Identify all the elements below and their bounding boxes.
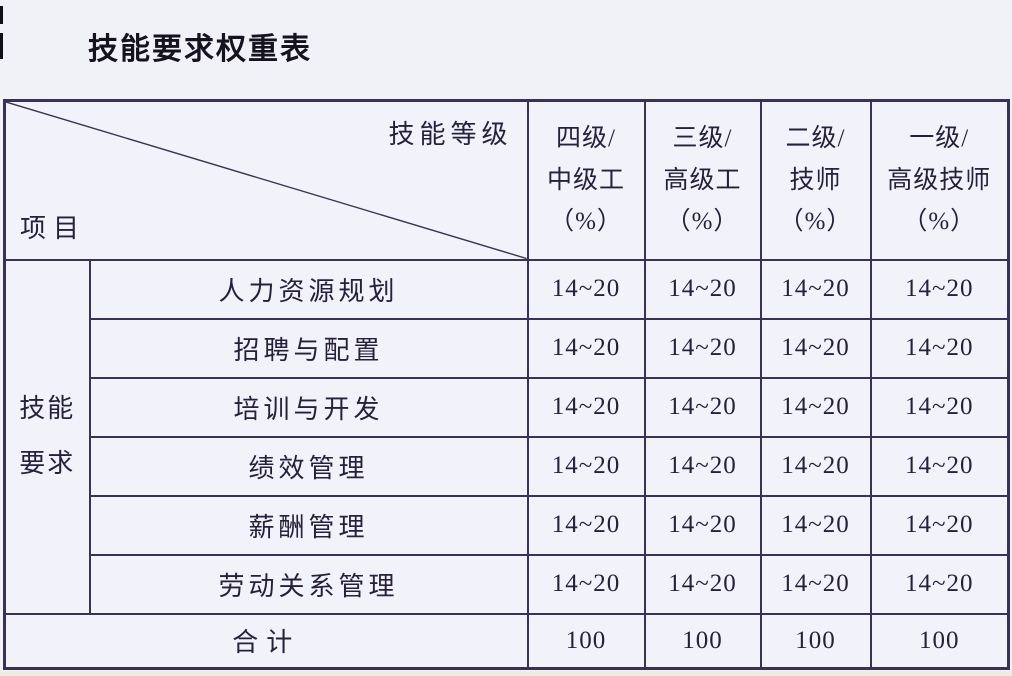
total-value-cell: 100 <box>643 612 762 670</box>
value-cell: 14~20 <box>759 435 872 497</box>
column-header-line: （%） <box>778 207 853 235</box>
value-cell: 14~20 <box>526 494 646 556</box>
column-header-level4: 四级/ 中级工 （%） <box>526 99 646 261</box>
row-label: 绩效管理 <box>88 435 529 497</box>
row-label: 劳动关系管理 <box>88 553 529 615</box>
column-header-line: （%） <box>665 207 740 235</box>
table-total-row: 合计 100 100 100 100 <box>3 612 1010 670</box>
row-label: 招聘与配置 <box>88 317 529 379</box>
column-header-line: （%） <box>902 207 977 235</box>
column-header-level2: 二级/ 技师 （%） <box>759 99 872 261</box>
column-header-line: 高级技师 <box>887 166 992 194</box>
value-cell: 14~20 <box>526 258 646 320</box>
column-header-line: 二级/ <box>785 125 846 153</box>
value-cell: 14~20 <box>526 376 646 438</box>
diagonal-line <box>6 102 527 259</box>
column-header-level1: 一级/ 高级技师 （%） <box>869 99 1010 261</box>
value-cell: 14~20 <box>643 435 762 497</box>
value-cell: 14~20 <box>869 317 1010 379</box>
value-cell: 14~20 <box>526 435 646 497</box>
value-cell: 14~20 <box>869 494 1010 556</box>
value-cell: 14~20 <box>759 494 872 556</box>
total-value-cell: 100 <box>759 612 872 670</box>
column-header-line: 三级/ <box>672 125 733 153</box>
column-header-line: 一级/ <box>909 125 970 153</box>
column-header-line: 中级工 <box>546 166 625 194</box>
skill-weight-table: 技能等级 项目 四级/ 中级工 （%） 三级/ 高级工 （%） 二级/ 技师 （… <box>3 99 1010 670</box>
row-label: 培训与开发 <box>88 376 529 438</box>
value-cell: 14~20 <box>759 317 872 379</box>
value-cell: 14~20 <box>759 376 872 438</box>
column-header-line: 技师 <box>789 166 842 194</box>
value-cell: 14~20 <box>643 317 762 379</box>
table-row: 绩效管理 14~20 14~20 14~20 14~20 <box>5 435 1010 497</box>
column-header-line: （%） <box>549 207 623 235</box>
total-value-cell: 100 <box>526 612 646 670</box>
screen-edge-artifact <box>0 33 3 59</box>
value-cell: 14~20 <box>759 553 872 615</box>
column-header-line: 高级工 <box>663 166 742 194</box>
column-header-level3: 三级/ 高级工 （%） <box>643 99 762 261</box>
value-cell: 14~20 <box>643 376 762 438</box>
value-cell: 14~20 <box>643 494 762 556</box>
column-header-line: 四级/ <box>556 125 616 153</box>
diagonal-corner-cell: 技能等级 项目 <box>3 99 529 261</box>
table-header-row: 技能等级 项目 四级/ 中级工 （%） 三级/ 高级工 （%） 二级/ 技师 （… <box>3 99 1010 261</box>
row-label: 薪酬管理 <box>88 494 529 556</box>
table-row: 培训与开发 14~20 14~20 14~20 14~20 <box>5 376 1010 438</box>
total-value-cell: 100 <box>869 612 1010 670</box>
total-label: 合计 <box>3 612 529 670</box>
value-cell: 14~20 <box>759 258 872 320</box>
value-cell: 14~20 <box>869 376 1010 438</box>
row-label: 人力资源规划 <box>88 258 529 320</box>
value-cell: 14~20 <box>643 553 762 615</box>
corner-label-skill-level: 技能等级 <box>388 120 513 149</box>
bottom-edge-strip <box>0 671 1012 676</box>
page-title: 技能要求权重表 <box>88 33 312 66</box>
table-row: 薪酬管理 14~20 14~20 14~20 14~20 <box>5 494 1010 556</box>
table-row: 技能要求 人力资源规划 14~20 14~20 14~20 14~20 <box>3 258 1010 615</box>
value-cell: 14~20 <box>643 258 762 320</box>
value-cell: 14~20 <box>869 553 1010 615</box>
table-row: 招聘与配置 14~20 14~20 14~20 14~20 <box>5 317 1010 379</box>
value-cell: 14~20 <box>526 553 646 615</box>
value-cell: 14~20 <box>869 258 1010 320</box>
value-cell: 14~20 <box>526 317 646 379</box>
screen-edge-artifact <box>0 6 3 24</box>
row-group-label: 技能要求 <box>3 258 91 615</box>
table-row: 劳动关系管理 14~20 14~20 14~20 14~20 <box>5 553 1010 615</box>
corner-label-item: 项目 <box>20 213 87 243</box>
value-cell: 14~20 <box>869 435 1010 497</box>
